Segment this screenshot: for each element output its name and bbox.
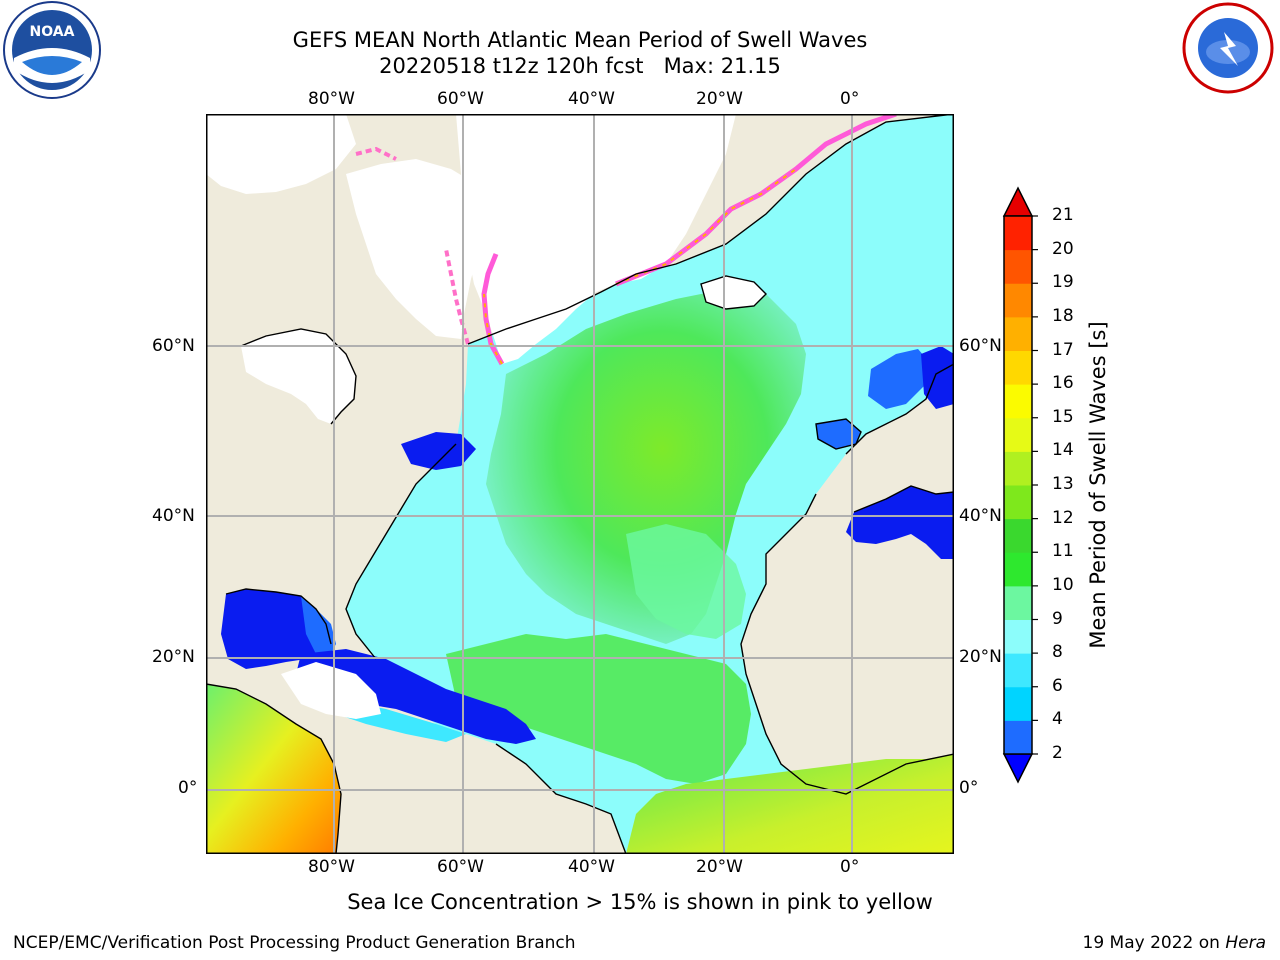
- irish-sea: [816, 419, 861, 449]
- noaa-logo-text: NOAA: [30, 24, 75, 40]
- ocean-central-green: [486, 289, 806, 644]
- colorbar-bin: [1004, 552, 1032, 587]
- colorbar: [996, 186, 1066, 786]
- baltic-sea: [921, 346, 954, 409]
- colorbar-label: Mean Period of Swell Waves [s]: [1086, 321, 1110, 649]
- ice-caption: Sea Ice Concentration > 15% is shown in …: [347, 890, 933, 914]
- lat-label-left-60n: 60°N: [152, 336, 195, 356]
- footer-left: NCEP/EMC/Verification Post Processing Pr…: [13, 933, 576, 953]
- colorbar-bin: [1004, 653, 1032, 688]
- colorbar-tick-label: 18: [1052, 305, 1074, 326]
- lon-label-top-0: 0°: [840, 89, 860, 109]
- lat-label-right-40n: 40°N: [959, 506, 1002, 526]
- lat-label-right-60n: 60°N: [959, 336, 1002, 356]
- lon-label-bottom-60w: 60°W: [437, 857, 484, 877]
- colorbar-tick-label: 6: [1052, 675, 1063, 696]
- colorbar-bin: [1004, 417, 1032, 452]
- coastlines: [206, 114, 954, 854]
- lat-label-left-0: 0°: [178, 778, 198, 798]
- colorbar-bin: [1004, 316, 1032, 351]
- title-line1: GEFS MEAN North Atlantic Mean Period of …: [292, 28, 868, 52]
- colorbar-bin: [1004, 585, 1032, 620]
- colorbar-bin: [1004, 216, 1032, 251]
- labrador-ice: [346, 159, 486, 339]
- colorbar-bin: [1004, 686, 1032, 721]
- colorbar-tick-label: 20: [1052, 238, 1074, 259]
- colorbar-bin: [1004, 350, 1032, 385]
- colorbar-extend-min: [1002, 753, 1034, 784]
- colorbar-bin: [1004, 619, 1032, 654]
- hudson-bay-ice: [241, 329, 356, 424]
- lon-label-bottom-80w: 80°W: [308, 857, 355, 877]
- map-svg: [206, 114, 954, 854]
- lon-label-bottom-40w: 40°W: [568, 857, 615, 877]
- colorbar-bin: [1004, 451, 1032, 486]
- graticule: [206, 114, 954, 854]
- colorbar-bin: [1004, 283, 1032, 318]
- lon-label-top-20w: 20°W: [696, 89, 743, 109]
- colorbar-tick-label: 12: [1052, 507, 1074, 528]
- nws-logo: [1178, 0, 1278, 100]
- colorbar-tick-label: 21: [1052, 205, 1074, 225]
- colorbar-svg: [1002, 186, 1038, 784]
- footer-right: 19 May 2022 on Hera: [1083, 933, 1267, 953]
- colorbar-ticks: 2 4 6 8 9 10 11 12 13 14 15 16 17 18 19 20 21: [1052, 186, 1106, 786]
- colorbar-bin: [1004, 485, 1032, 520]
- colorbar-tick-label: 11: [1052, 541, 1074, 562]
- sea-ice-labrador-edge: [355, 146, 470, 345]
- colorbar-tick-label: 15: [1052, 406, 1074, 427]
- gulf-st-lawrence: [401, 432, 476, 470]
- colorbar-tick-label: 4: [1052, 709, 1063, 730]
- lon-label-bottom-0: 0°: [840, 857, 860, 877]
- gulf-mexico-edge: [301, 596, 336, 659]
- sea-ice-edge-yellow: [483, 168, 797, 365]
- colorbar-extend-max: [1002, 186, 1034, 217]
- colorbar-tick-label: 2: [1052, 743, 1063, 763]
- lon-label-top-60w: 60°W: [437, 89, 484, 109]
- colorbar-bin: [1004, 720, 1032, 755]
- greenland-ice: [456, 114, 736, 364]
- colorbar-tick-label: 19: [1052, 272, 1074, 293]
- ocean-tropical-green: [446, 634, 751, 784]
- noaa-logo-icon: NOAA: [3, 1, 101, 99]
- iceland: [701, 276, 766, 309]
- footer-machine: Hera: [1225, 933, 1266, 953]
- lon-label-bottom-20w: 20°W: [696, 857, 743, 877]
- arctic-ice-west: [206, 114, 356, 194]
- nws-logo-icon: [1182, 2, 1274, 94]
- colorbar-tick-label: 10: [1052, 574, 1074, 595]
- colorbar-tick-label: 17: [1052, 339, 1074, 360]
- lat-label-left-40n: 40°N: [152, 506, 195, 526]
- colorbar-tick-label: 9: [1052, 608, 1063, 629]
- footer-date: 19 May 2022 on: [1082, 933, 1226, 953]
- colorbar-tick-label: 8: [1052, 642, 1063, 663]
- caribbean-sea: [296, 649, 536, 744]
- lat-label-left-20n: 20°N: [152, 647, 195, 667]
- colorbar-bin: [1004, 384, 1032, 419]
- colorbar-tick-label: 16: [1052, 373, 1074, 394]
- mediterranean-sea: [846, 486, 954, 559]
- colorbar-tick-label: 13: [1052, 474, 1074, 494]
- noaa-logo: NOAA: [0, 0, 104, 104]
- north-sea: [868, 349, 931, 409]
- title-line2: 20220518 t12z 120h fcst Max: 21.15: [379, 54, 781, 78]
- ocean-east-pacific: [206, 684, 341, 854]
- central-america-mask: [281, 662, 381, 719]
- map-panel: [206, 114, 954, 854]
- lat-label-right-0: 0°: [959, 778, 979, 798]
- lat-label-right-20n: 20°N: [959, 647, 1002, 667]
- lon-label-top-40w: 40°W: [568, 89, 615, 109]
- map-frame: [206, 114, 954, 854]
- lon-label-top-80w: 80°W: [308, 89, 355, 109]
- colorbar-bin: [1004, 249, 1032, 284]
- colorbar-tick-label: 14: [1052, 440, 1074, 461]
- colorbar-bin: [1004, 518, 1032, 553]
- ocean-east-atlantic: [626, 524, 746, 639]
- ocean-south-atlantic: [626, 754, 954, 854]
